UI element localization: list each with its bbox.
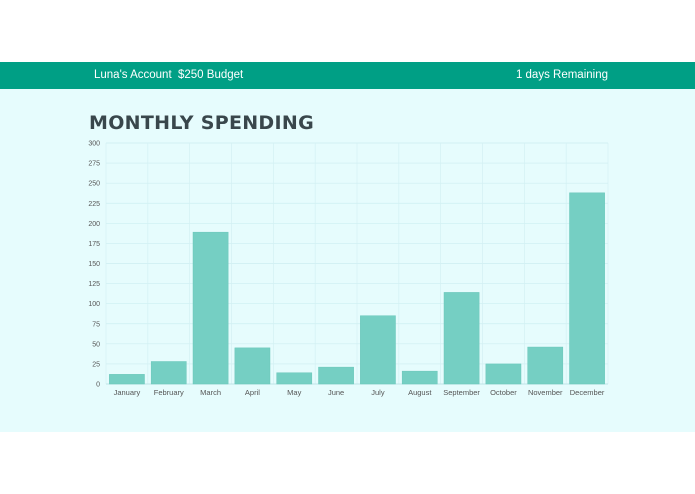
y-tick-label: 100 xyxy=(88,301,100,308)
bar-february[interactable] xyxy=(150,361,187,385)
x-tick-label: October xyxy=(490,388,517,397)
x-tick-label: April xyxy=(245,388,260,397)
x-tick-label: January xyxy=(114,388,141,397)
y-tick-label: 300 xyxy=(88,141,100,148)
bar-september[interactable] xyxy=(443,292,480,385)
x-tick-label: August xyxy=(408,388,432,397)
page-title: MONTHLY SPENDING xyxy=(89,112,314,134)
y-tick-label: 200 xyxy=(88,221,100,228)
account-link[interactable]: Luna's Account xyxy=(94,69,172,81)
bar-april[interactable] xyxy=(234,347,271,385)
bar-july[interactable] xyxy=(360,315,396,385)
y-tick-label: 275 xyxy=(88,161,100,168)
bar-october[interactable] xyxy=(485,363,522,385)
x-tick-label: September xyxy=(443,388,480,397)
y-tick-label: 75 xyxy=(92,321,100,328)
x-tick-label: November xyxy=(528,388,563,397)
bar-june[interactable] xyxy=(318,366,354,385)
bar-march[interactable] xyxy=(192,231,229,385)
y-tick-label: 150 xyxy=(88,261,100,268)
x-tick-label: December xyxy=(570,388,605,397)
top-bar: Luna's Account $250 Budget 1 days Remain… xyxy=(0,62,695,89)
x-tick-label: February xyxy=(154,388,184,397)
bar-december[interactable] xyxy=(569,192,605,385)
days-remaining-label: 1 days Remaining xyxy=(515,69,608,81)
y-tick-label: 250 xyxy=(88,181,100,188)
bar-may[interactable] xyxy=(276,372,313,385)
y-tick-label: 25 xyxy=(92,361,100,368)
x-tick-label: July xyxy=(371,388,385,397)
y-tick-label: 175 xyxy=(88,241,100,248)
bar-january[interactable] xyxy=(109,374,145,385)
y-tick-label: 50 xyxy=(92,341,100,348)
y-tick-label: 125 xyxy=(88,281,100,288)
y-tick-label: 0 xyxy=(96,382,100,389)
bar-november[interactable] xyxy=(527,346,564,385)
y-tick-label: 225 xyxy=(88,201,100,208)
x-tick-label: June xyxy=(328,388,344,397)
budget-label: $250 Budget xyxy=(178,69,244,81)
bar-august[interactable] xyxy=(401,370,438,385)
x-tick-label: March xyxy=(200,388,221,397)
x-tick-label: May xyxy=(287,388,301,397)
